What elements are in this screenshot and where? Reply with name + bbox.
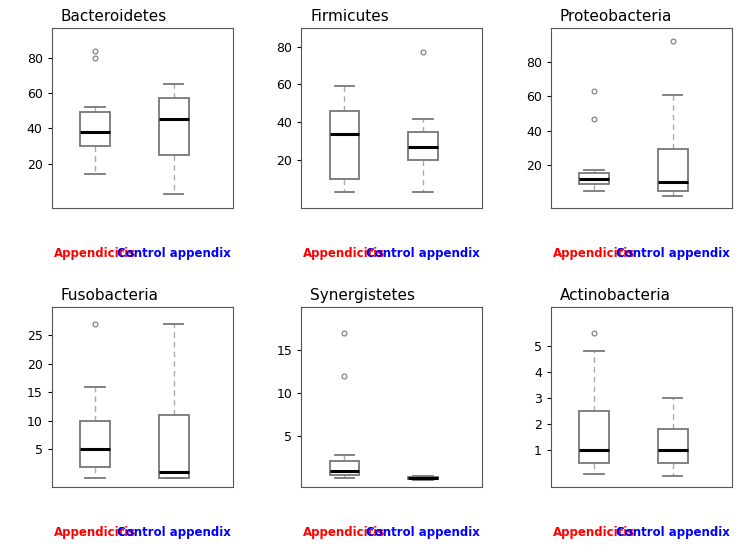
Text: Appendicitis: Appendicitis	[304, 525, 386, 539]
Text: Appendicitis: Appendicitis	[553, 525, 635, 539]
Bar	[579, 173, 609, 184]
Text: Control appendix: Control appendix	[367, 247, 480, 259]
Text: Appendicitis: Appendicitis	[553, 247, 635, 259]
Text: Firmicutes: Firmicutes	[310, 9, 389, 24]
Text: Appendicitis: Appendicitis	[54, 247, 136, 259]
Bar	[330, 111, 359, 179]
Text: Actinobacteria: Actinobacteria	[560, 288, 671, 302]
Bar	[80, 112, 110, 146]
Bar	[579, 411, 609, 463]
Text: Control appendix: Control appendix	[117, 247, 231, 259]
Text: Control appendix: Control appendix	[117, 525, 231, 539]
Text: Proteobacteria: Proteobacteria	[560, 9, 672, 24]
Bar	[408, 477, 438, 479]
Bar	[658, 149, 687, 190]
Text: Synergistetes: Synergistetes	[310, 288, 415, 302]
Text: Control appendix: Control appendix	[616, 525, 729, 539]
Text: Appendicitis: Appendicitis	[54, 525, 136, 539]
Text: Control appendix: Control appendix	[367, 525, 480, 539]
Text: Control appendix: Control appendix	[616, 247, 729, 259]
Bar	[408, 132, 438, 160]
Text: Appendicitis: Appendicitis	[304, 247, 386, 259]
Bar	[330, 461, 359, 476]
Bar	[159, 415, 188, 478]
Bar	[159, 98, 188, 155]
Bar	[658, 429, 687, 463]
Text: Fusobacteria: Fusobacteria	[61, 288, 159, 302]
Bar	[80, 421, 110, 467]
Text: Bacteroidetes: Bacteroidetes	[61, 9, 167, 24]
